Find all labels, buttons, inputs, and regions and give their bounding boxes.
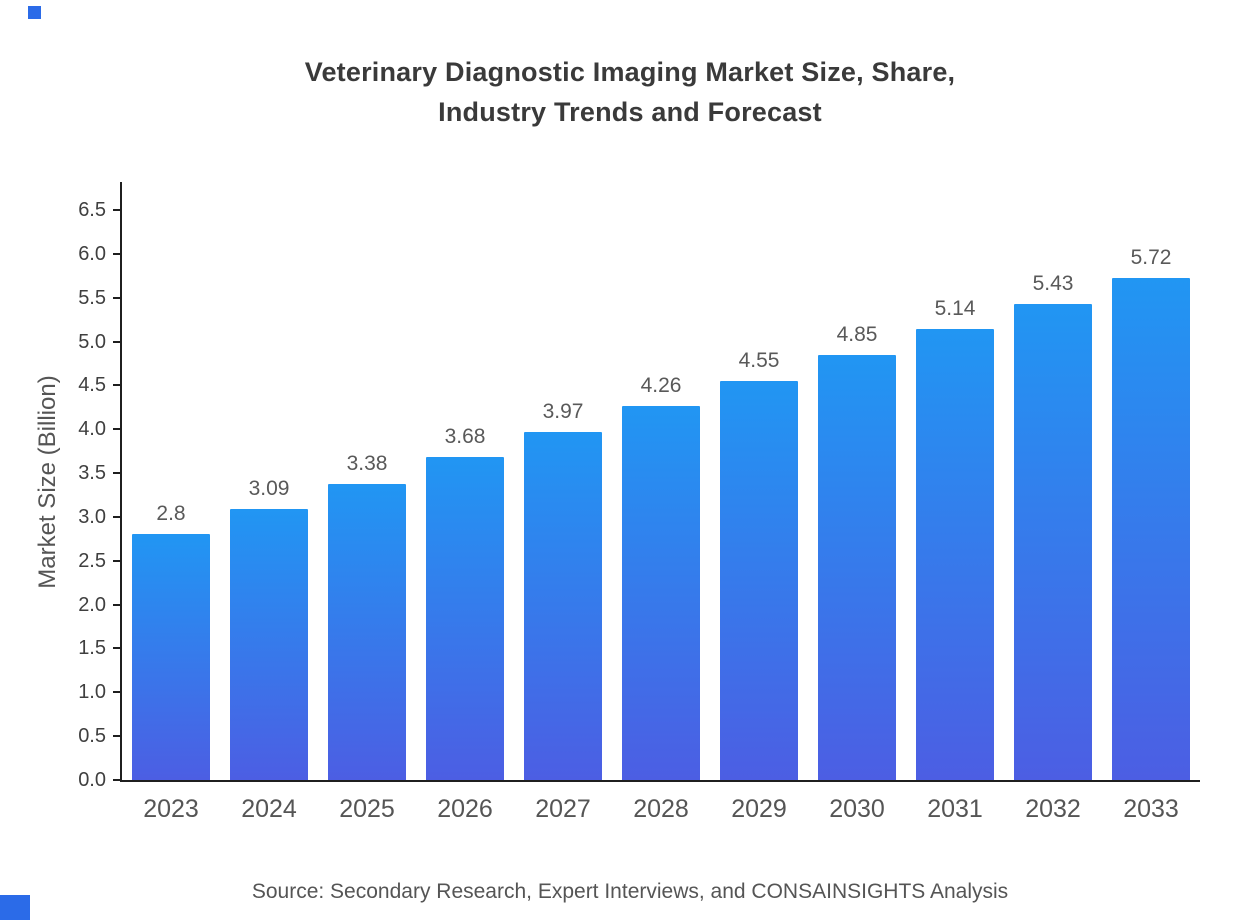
y-tick-label: 4.5 <box>78 374 106 397</box>
brand-mark-icon <box>0 895 30 920</box>
bar-value-label: 4.85 <box>836 322 878 346</box>
bar-slot: 3.97 2027 <box>514 182 612 823</box>
bar-slot: 4.85 2030 <box>808 182 906 823</box>
bar <box>720 381 798 780</box>
y-tick-mark <box>113 472 120 475</box>
bar-series: 2.8 2023 3.09 2024 3.38 2025 3.68 2026 3.97 2027 4… <box>122 182 1200 823</box>
y-tick-mark <box>113 296 120 299</box>
y-tick-label: 6.5 <box>78 199 106 221</box>
bar <box>426 457 504 780</box>
bar <box>916 329 994 780</box>
y-tick-label: 4.0 <box>78 418 106 441</box>
bar <box>230 509 308 780</box>
y-axis-title: Market Size (Billion) <box>34 375 61 589</box>
y-tick-mark <box>113 209 120 211</box>
bar-value-label: 2.8 <box>156 502 186 526</box>
bar-slot: 4.55 2029 <box>710 182 808 823</box>
bar-slot: 5.72 2033 <box>1102 182 1200 823</box>
y-tick-mark <box>113 559 120 562</box>
x-axis-label: 2032 <box>1025 795 1081 823</box>
x-axis-label: 2024 <box>241 795 297 823</box>
y-tick-label: 5.5 <box>78 286 106 309</box>
x-axis-label: 2027 <box>535 795 591 823</box>
y-tick-mark <box>113 384 120 387</box>
bar <box>622 406 700 780</box>
bar-slot: 3.09 2024 <box>220 182 318 823</box>
y-tick-label: 3.0 <box>78 505 106 528</box>
bar-slot: 3.68 2026 <box>416 182 514 823</box>
bar-slot: 5.14 2031 <box>906 182 1004 823</box>
source-note: Source: Secondary Research, Expert Inter… <box>251 880 1009 903</box>
bar <box>524 431 602 780</box>
y-tick-mark <box>113 252 120 255</box>
y-tick-mark <box>113 647 120 650</box>
y-tick-mark <box>113 779 120 781</box>
bar-value-label: 5.43 <box>1032 271 1074 295</box>
y-tick-label: 6.0 <box>78 242 106 265</box>
y-tick-label: 1.0 <box>78 681 106 704</box>
bar-slot: 4.26 2028 <box>612 182 710 823</box>
bar-value-label: 3.09 <box>248 477 290 501</box>
x-axis-label: 2029 <box>731 795 787 823</box>
bar-value-label: 4.26 <box>640 374 682 398</box>
bar-value-label: 3.97 <box>542 399 584 423</box>
x-axis-label: 2030 <box>829 795 885 823</box>
chart-title: Veterinary Diagnostic Imaging Market Siz… <box>0 52 1260 132</box>
chart-title-line1: Veterinary Diagnostic Imaging Market Siz… <box>304 57 956 87</box>
x-axis-label: 2023 <box>143 795 199 823</box>
y-tick-label: 5.0 <box>78 330 106 353</box>
y-tick-label: 0.0 <box>78 769 106 791</box>
bar-value-label: 3.38 <box>346 451 388 475</box>
chart-title-line2: Industry Trends and Forecast <box>438 97 822 127</box>
bar <box>328 483 406 780</box>
bar-value-label: 4.55 <box>738 349 780 372</box>
bar-slot: 3.38 2025 <box>318 182 416 823</box>
y-axis-ticks: 0.0 0.5 1.0 1.5 2.0 2.5 3.0 3.5 4.0 4.5 5.0 5.5 6.0 6… <box>78 182 1200 791</box>
y-tick-label: 1.5 <box>78 637 106 660</box>
brand-mark-icon <box>28 6 41 19</box>
x-axis-label: 2025 <box>339 795 395 823</box>
plot-area: 0.0 0.5 1.0 1.5 2.0 2.5 3.0 3.5 4.0 4.5 5.0 5.5 6.0 6… <box>78 182 1200 823</box>
bar-slot: 5.43 2032 <box>1004 182 1102 823</box>
y-tick-mark <box>113 691 120 694</box>
y-tick-label: 2.0 <box>78 593 106 616</box>
y-tick-label: 3.5 <box>78 462 106 485</box>
y-tick-mark <box>113 603 120 606</box>
bar-value-label: 3.68 <box>444 425 486 449</box>
bar <box>818 354 896 780</box>
x-axis-label: 2026 <box>437 795 493 823</box>
y-tick-mark <box>113 340 120 343</box>
y-tick-label: 2.5 <box>78 549 106 572</box>
y-tick-label: 0.5 <box>78 725 106 748</box>
y-tick-mark <box>113 735 120 738</box>
bar-value-label: 5.72 <box>1130 246 1172 270</box>
x-axis-label: 2031 <box>927 795 983 823</box>
x-axis-label: 2028 <box>633 795 689 823</box>
bar <box>1014 303 1092 780</box>
x-axis-label: 2033 <box>1123 795 1179 823</box>
y-tick-mark <box>113 515 120 518</box>
bar-value-label: 5.14 <box>934 297 976 321</box>
bar <box>132 534 210 780</box>
y-tick-mark <box>113 428 120 431</box>
bar-slot: 2.8 2023 <box>122 182 220 823</box>
bar <box>1112 278 1190 780</box>
